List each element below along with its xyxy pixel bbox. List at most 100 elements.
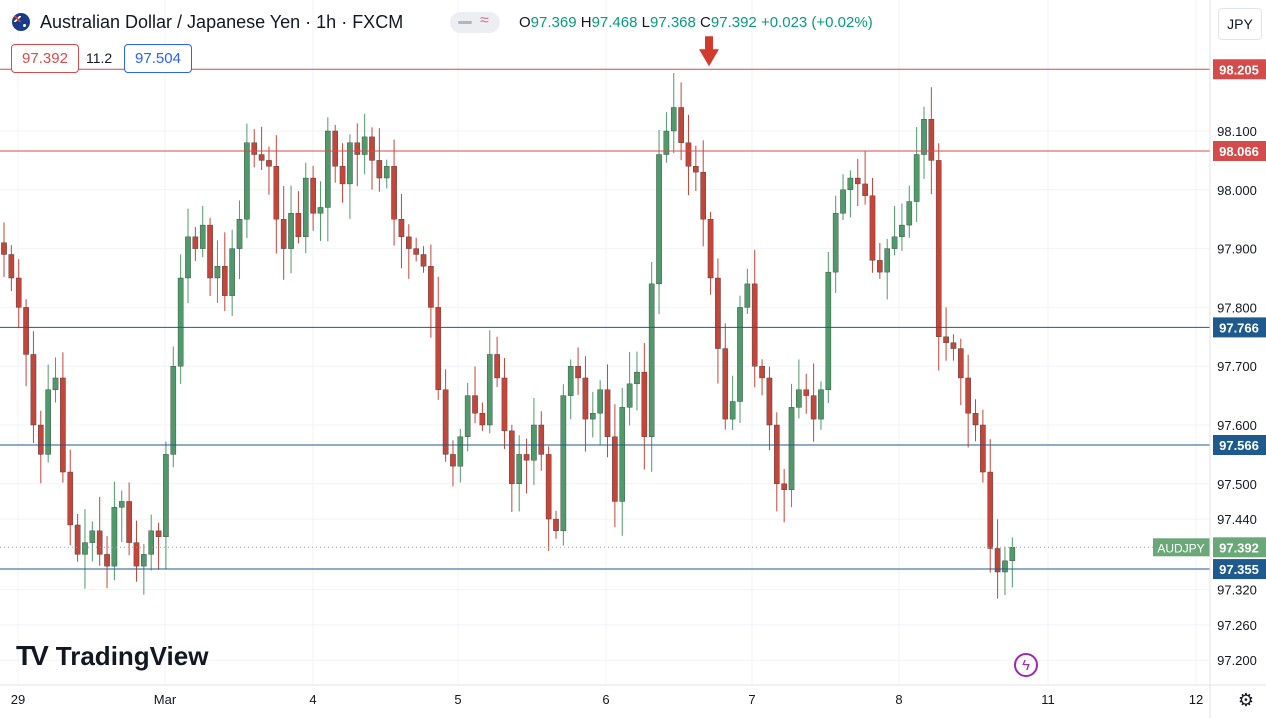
buy-price-button[interactable]: 97.504 <box>124 44 192 73</box>
price-tick-label: 98.100 <box>1217 124 1257 139</box>
candle-body <box>538 424 545 455</box>
candle-body <box>479 413 486 426</box>
last-price-label: 97.392 <box>1219 540 1259 555</box>
candle-body <box>634 371 640 385</box>
candle-body <box>707 218 714 279</box>
candle-body <box>560 395 567 532</box>
sell-price-button[interactable]: 97.392 <box>11 44 79 73</box>
candle-body <box>619 407 626 502</box>
candle-body <box>913 154 920 202</box>
candle-body <box>766 377 773 426</box>
candle-body <box>803 389 810 396</box>
level-tag <box>1213 59 1266 80</box>
candle-body <box>501 377 508 432</box>
candle-body <box>1 242 7 255</box>
candle-body <box>877 260 883 273</box>
candle-body <box>965 377 971 414</box>
candle-body <box>854 177 861 185</box>
high-label: H <box>580 14 592 31</box>
candle-body <box>987 471 994 549</box>
price-tick-label: 98.000 <box>1217 183 1257 198</box>
candle-body <box>192 236 199 249</box>
candle-body <box>148 530 155 555</box>
candle-body <box>818 389 824 420</box>
bolt-icon[interactable]: ϟ <box>1014 653 1038 677</box>
candle-body <box>141 554 147 567</box>
candle-body <box>126 501 132 543</box>
wave-icon: ≈ <box>480 12 489 29</box>
candle-body <box>958 348 964 379</box>
candle-body <box>744 283 751 308</box>
symbol-title[interactable]: Australian Dollar / Japanese Yen · 1h · … <box>40 12 404 32</box>
candle-body <box>648 283 655 437</box>
candle-body <box>96 530 103 555</box>
candle-body <box>354 142 361 155</box>
candle-body <box>89 530 96 543</box>
candle-body <box>472 395 478 414</box>
candle-body <box>590 413 596 420</box>
candle-body <box>376 160 383 179</box>
open-value: 97.369 <box>530 14 577 31</box>
candle-body <box>111 507 118 567</box>
candle-body <box>980 424 986 473</box>
candle-body <box>406 236 412 249</box>
candle-body <box>170 366 177 455</box>
candle-body <box>15 277 22 308</box>
candle-body <box>435 307 442 390</box>
candle-body <box>950 342 957 349</box>
indicator-toggle[interactable]: ≈ <box>450 12 500 33</box>
candle-body <box>74 524 81 555</box>
candle-body <box>972 413 979 426</box>
candle-body <box>177 277 184 367</box>
candle-body <box>759 366 765 379</box>
settings-gear-icon[interactable]: ⚙ <box>1237 690 1255 710</box>
candle-body <box>715 277 721 349</box>
candle-body <box>214 266 221 279</box>
candle-body <box>553 518 559 532</box>
candle-body <box>869 195 876 261</box>
candle-body <box>325 130 331 208</box>
currency-selector[interactable]: JPY <box>1218 8 1262 40</box>
candle-body <box>221 266 228 296</box>
candle-body <box>825 271 832 390</box>
candle-body <box>266 160 272 167</box>
ohlc-readout: O97.369 H97.468 L97.368 C97.392 +0.023 (… <box>519 14 873 31</box>
time-tick-label: 29 <box>11 692 25 707</box>
price-tick-label: 97.800 <box>1217 300 1257 315</box>
down-arrow-head <box>699 49 719 67</box>
candle-body <box>656 154 662 285</box>
time-tick-label: 5 <box>454 692 461 707</box>
candle-body <box>575 366 581 379</box>
candle-body <box>994 548 1001 573</box>
candle-body <box>60 377 66 473</box>
candle-body <box>781 483 787 490</box>
candle-body <box>347 142 353 185</box>
candle-body <box>45 389 51 455</box>
candle-body <box>339 166 346 185</box>
candle-body <box>420 254 427 267</box>
level-tag <box>1213 559 1266 580</box>
candle-body <box>155 530 162 537</box>
candle-body <box>597 389 603 414</box>
candle-body <box>928 119 935 161</box>
candle-body <box>273 166 280 220</box>
candle-body <box>302 177 309 238</box>
candle-body <box>413 248 419 255</box>
candle-body <box>751 283 758 367</box>
candle-body <box>737 307 743 402</box>
candle-body <box>862 183 868 196</box>
candle-body <box>700 171 706 220</box>
price-tick-label: 97.900 <box>1217 242 1257 257</box>
candle-body <box>626 383 633 408</box>
time-tick-label: 11 <box>1041 692 1055 707</box>
candle-body <box>567 366 574 396</box>
candle-body <box>38 424 44 455</box>
price-tick-label: 97.700 <box>1217 359 1257 374</box>
close-label: C <box>700 14 711 31</box>
candle-body <box>832 213 839 273</box>
candle-body <box>383 166 390 179</box>
candle-body <box>229 248 235 296</box>
candle-body <box>1009 547 1016 562</box>
tradingview-logo[interactable]: TV TradingView <box>16 640 208 672</box>
